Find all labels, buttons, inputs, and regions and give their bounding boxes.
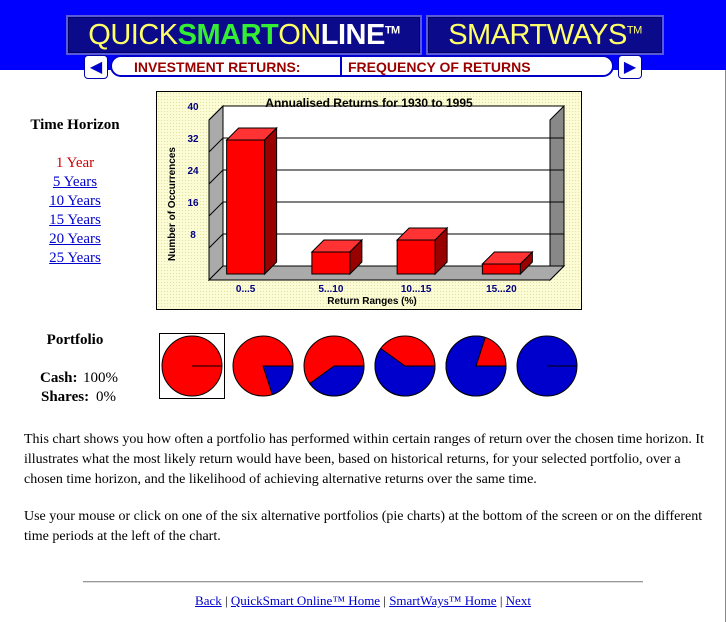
time-horizon-item[interactable]: 1 Year <box>55 155 95 171</box>
chart-x-axis-label: Return Ranges (%) <box>327 296 416 307</box>
header-banner: QUICKSMARTONLINETM SMARTWAYSTM <box>0 0 726 70</box>
pie-slice-shares <box>445 335 507 397</box>
right-arrow-icon[interactable]: ▶ <box>618 55 642 79</box>
portfolio-pie[interactable] <box>302 334 366 398</box>
chart-x-tick-label: 10...15 <box>401 284 432 295</box>
chart-gridline-left <box>208 105 224 121</box>
footer-separator: | <box>383 593 386 608</box>
chart-y-tick-label: 40 <box>187 102 199 113</box>
footer-separator: | <box>499 593 503 608</box>
chart-title: Annualised Returns for 1930 to 1995 <box>265 96 473 110</box>
returns-chart-svg: 8 16 24 32 40 0...5 5...10 10...15 15...20 Annual… <box>167 96 566 307</box>
portfolio-pie[interactable] <box>231 334 295 398</box>
smartways-tm-text: TM <box>626 24 642 37</box>
chart-floor <box>207 265 566 281</box>
smartways-home-link[interactable]: SmartWays™ Home <box>389 593 497 608</box>
time-horizon-item[interactable]: 20 Years <box>49 231 101 247</box>
time-horizon-item[interactable]: 15 Years <box>49 212 101 228</box>
time-horizon-item[interactable]: 25 Years <box>49 250 101 266</box>
logo-on-text: ON <box>278 19 321 51</box>
quicksmart-logo[interactable]: QUICKSMARTONLINETM <box>66 15 422 55</box>
portfolio-pie[interactable] <box>159 333 225 399</box>
bar <box>226 139 266 275</box>
pie-slice-shares <box>309 365 365 397</box>
chart-y-tick-label: 32 <box>187 134 199 145</box>
chart-y-tick-label: 24 <box>187 166 199 177</box>
time-horizon-list: 1 Year 5 Years 10 Years 15 Years 20 Years 25 … <box>0 154 150 268</box>
chart-y-tick-label: 8 <box>190 230 196 241</box>
chart-gridline-left <box>208 233 224 249</box>
time-horizon-item[interactable]: 5 Years <box>52 174 98 190</box>
time-horizon-item[interactable]: 10 Years <box>49 193 101 209</box>
logo-tm-text: TM <box>384 24 400 37</box>
section-title-pill: INVESTMENT RETURNS: FREQUENCY OF RETURNS <box>110 55 614 77</box>
bar-side <box>264 126 278 276</box>
section-title-frequency: FREQUENCY OF RETURNS <box>348 59 531 75</box>
portfolio-pie[interactable] <box>515 334 579 398</box>
logo-line-text: LINE <box>320 19 386 51</box>
pie-slice-shares <box>374 347 436 397</box>
cash-value: 100% <box>83 370 118 386</box>
logo-quick-text: QUICK <box>88 19 178 51</box>
chart-y-tick-label: 16 <box>187 198 199 209</box>
quicksmart-home-link[interactable]: QuickSmart Online™ Home <box>230 593 381 608</box>
left-arrow-icon[interactable]: ◀ <box>84 55 108 79</box>
next-link[interactable]: Next <box>505 593 531 608</box>
bar <box>481 263 521 275</box>
pie-slice-shares <box>262 365 294 396</box>
description-paragraph-1: This chart shows you how often a portfol… <box>24 432 704 487</box>
portfolio-heading: Portfolio <box>46 332 104 348</box>
chart-gridline-left <box>208 201 224 217</box>
shares-label: Shares: <box>41 389 90 405</box>
footer-divider <box>83 581 643 583</box>
chart-gridline-left <box>208 169 224 185</box>
chart-right-wall <box>549 104 565 282</box>
returns-chart: 8 16 24 32 40 0...5 5...10 10...15 15...20 Annual… <box>156 91 582 310</box>
footer-links: Back | QuickSmart Online™ Home | SmartWa… <box>0 593 726 609</box>
shares-value: 0% <box>96 389 116 405</box>
smartways-text: SMARTWAYS <box>448 19 627 51</box>
cash-label: Cash: <box>40 370 78 386</box>
bar <box>396 239 436 275</box>
time-horizon-heading: Time Horizon <box>30 117 120 133</box>
chart-x-tick-label: 5...10 <box>318 284 343 295</box>
chart-y-axis-label: Number of Occurrences <box>167 147 178 261</box>
chart-gridline-left <box>208 137 224 153</box>
chart-left-wall <box>208 104 224 282</box>
description-paragraph-2: Use your mouse or click on one of the si… <box>24 509 703 544</box>
bar <box>311 251 351 275</box>
section-nav-bar: ◀ INVESTMENT RETURNS: FREQUENCY OF RETUR… <box>84 55 642 79</box>
portfolio-pie[interactable] <box>373 334 437 398</box>
chart-x-tick-label: 0...5 <box>236 284 256 295</box>
portfolio-pie[interactable] <box>444 334 508 398</box>
footer-separator: | <box>225 593 228 608</box>
chart-x-tick-label: 15...20 <box>486 284 517 295</box>
logo-smart-text: SMART <box>177 19 279 51</box>
section-title-divider <box>340 57 342 75</box>
smartways-logo[interactable]: SMARTWAYSTM <box>426 15 664 55</box>
back-link[interactable]: Back <box>195 593 222 608</box>
section-title-investment-returns: INVESTMENT RETURNS: <box>134 59 301 75</box>
